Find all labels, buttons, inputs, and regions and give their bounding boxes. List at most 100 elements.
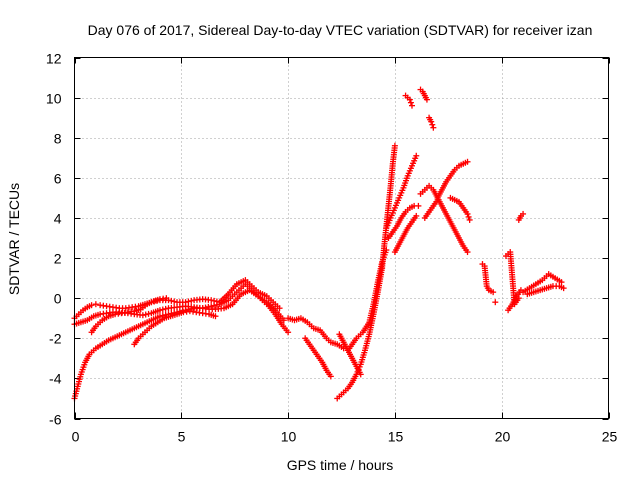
data-point <box>428 118 436 128</box>
data-point <box>336 331 346 344</box>
data-point <box>131 337 141 348</box>
series-pass-s <box>434 158 471 201</box>
data-point <box>174 303 186 311</box>
y-tick-label: 12 <box>46 51 62 67</box>
data-point <box>88 302 95 309</box>
data-point <box>485 287 495 295</box>
data-point <box>387 163 396 189</box>
data-point <box>532 278 544 288</box>
data-point <box>216 292 230 306</box>
series-pass-q <box>426 114 437 131</box>
data-point <box>394 216 404 229</box>
data-point <box>272 307 286 322</box>
data-point <box>361 333 372 354</box>
data-point <box>537 285 548 294</box>
data-point <box>122 304 132 312</box>
series-pass-aa <box>520 271 565 296</box>
data-point <box>263 299 277 312</box>
data-point <box>199 296 212 303</box>
data-point <box>447 218 457 231</box>
data-point <box>71 385 81 402</box>
data-point <box>357 371 364 378</box>
series-pass-k <box>379 142 398 272</box>
series-pass-f <box>285 315 347 352</box>
data-point <box>285 329 292 336</box>
data-point <box>285 315 296 323</box>
data-point <box>148 307 161 317</box>
data-point <box>280 317 287 324</box>
series-pass-i <box>336 331 364 378</box>
data-point <box>206 311 217 319</box>
data-point <box>148 314 161 324</box>
series-pass-w <box>492 299 499 306</box>
y-axis-label: SDTVAR / TECUs <box>6 183 22 295</box>
data-point <box>560 285 567 292</box>
series-pass-d <box>88 295 170 336</box>
y-tick-label: 4 <box>54 211 62 227</box>
series-pass-y <box>505 287 524 314</box>
series-pass-b <box>71 277 283 322</box>
data-point <box>163 295 170 302</box>
data-point <box>359 321 371 336</box>
series-pass-v <box>479 261 497 296</box>
data-points <box>71 86 567 402</box>
data-point <box>327 373 334 380</box>
data-point <box>366 303 377 326</box>
data-point <box>402 206 411 215</box>
data-point <box>97 310 107 318</box>
data-point <box>391 142 398 149</box>
data-point <box>82 353 92 366</box>
series-pass-n <box>391 212 420 256</box>
data-point <box>122 326 136 336</box>
data-point <box>144 299 155 308</box>
grid <box>74 57 609 419</box>
data-point <box>396 235 406 248</box>
data-point <box>520 210 527 217</box>
y-tick-label: 10 <box>46 91 62 107</box>
x-tick-label: 0 <box>72 429 80 445</box>
plot-frame <box>74 57 609 419</box>
data-point <box>74 373 84 390</box>
data-point <box>238 288 251 298</box>
data-point <box>156 305 169 314</box>
data-point <box>212 305 225 313</box>
y-tick-label: 2 <box>54 251 62 267</box>
data-point <box>524 289 535 298</box>
data-point <box>139 310 152 319</box>
series-pass-a <box>71 281 292 402</box>
series-pass-m <box>385 202 422 241</box>
y-tick-label: -4 <box>49 371 62 387</box>
data-point <box>77 317 89 326</box>
data-point <box>396 187 406 201</box>
x-tick-label: 5 <box>178 429 186 445</box>
series-pass-e <box>131 308 219 348</box>
data-point <box>225 293 236 304</box>
series-pass-c <box>71 287 287 328</box>
data-point <box>212 313 219 320</box>
series-pass-u <box>421 196 441 221</box>
x-axis-label: GPS time / hours <box>287 457 394 473</box>
data-point <box>526 282 537 292</box>
data-point <box>438 180 449 193</box>
data-point <box>323 367 333 378</box>
data-point <box>413 152 420 159</box>
data-point <box>319 359 329 372</box>
data-point <box>131 306 142 315</box>
data-point <box>455 235 466 248</box>
data-point <box>317 327 328 340</box>
data-point <box>139 318 153 328</box>
data-point <box>383 217 393 231</box>
data-point <box>492 299 499 306</box>
data-point <box>148 320 159 330</box>
data-point <box>291 315 302 324</box>
data-point <box>421 210 431 221</box>
data-point <box>389 145 398 167</box>
data-point <box>400 226 410 239</box>
data-point <box>278 321 290 334</box>
chart-title: Day 076 of 2017, Sidereal Day-to-day VTE… <box>88 22 593 38</box>
data-point <box>167 311 178 320</box>
data-point <box>423 96 430 103</box>
data-point <box>415 202 422 209</box>
data-point <box>310 325 322 333</box>
